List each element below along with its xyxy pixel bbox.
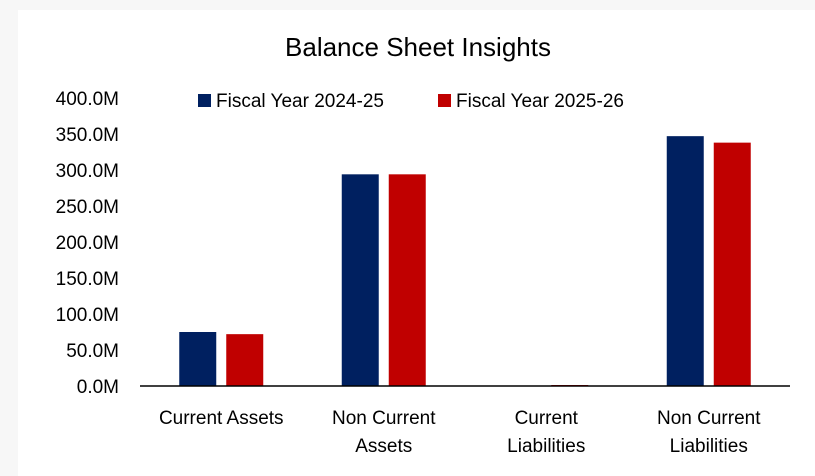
y-tick-label: 300.0M: [56, 161, 119, 182]
y-tick-label: 350.0M: [56, 125, 119, 146]
category-label: Non Current Assets: [332, 408, 436, 457]
category-label: Current Assets: [159, 408, 284, 429]
bar-fy2024-25: [179, 332, 217, 386]
bar-fy2024-25: [341, 174, 379, 386]
y-tick-label: 0.0M: [77, 377, 119, 398]
y-tick-label: 150.0M: [56, 269, 119, 290]
bar-fy2025-26: [226, 334, 264, 386]
chart-panel: Balance Sheet Insights Fiscal Year 2024-…: [18, 10, 815, 476]
y-tick-label: 100.0M: [56, 305, 119, 326]
bars: [179, 136, 751, 386]
y-axis: 0.0M 50.0M 100.0M 150.0M 200.0M 250.0M 300.0M 3…: [56, 89, 119, 398]
x-axis: Current Assets Non Current Assets Current Li…: [140, 385, 790, 457]
bar-fy2025-26: [713, 142, 751, 386]
y-tick-label: 200.0M: [56, 233, 119, 254]
legend-label: Fiscal Year 2024-25: [216, 91, 384, 112]
bar-chart: Balance Sheet Insights Fiscal Year 2024-…: [56, 32, 790, 457]
legend-swatch: [438, 94, 451, 107]
bar-fy2025-26: [388, 174, 426, 386]
legend: Fiscal Year 2024-25 Fiscal Year 2025-26: [198, 91, 624, 112]
chart-title: Balance Sheet Insights: [285, 32, 551, 62]
legend-swatch: [198, 94, 211, 107]
bar-fy2024-25: [666, 136, 704, 386]
category-label: Current Liabilities: [507, 408, 585, 457]
y-tick-label: 250.0M: [56, 197, 119, 218]
y-tick-label: 400.0M: [56, 89, 119, 110]
legend-label: Fiscal Year 2025-26: [456, 91, 624, 112]
category-label: Non Current Liabilities: [657, 408, 761, 457]
y-tick-label: 50.0M: [66, 341, 119, 362]
